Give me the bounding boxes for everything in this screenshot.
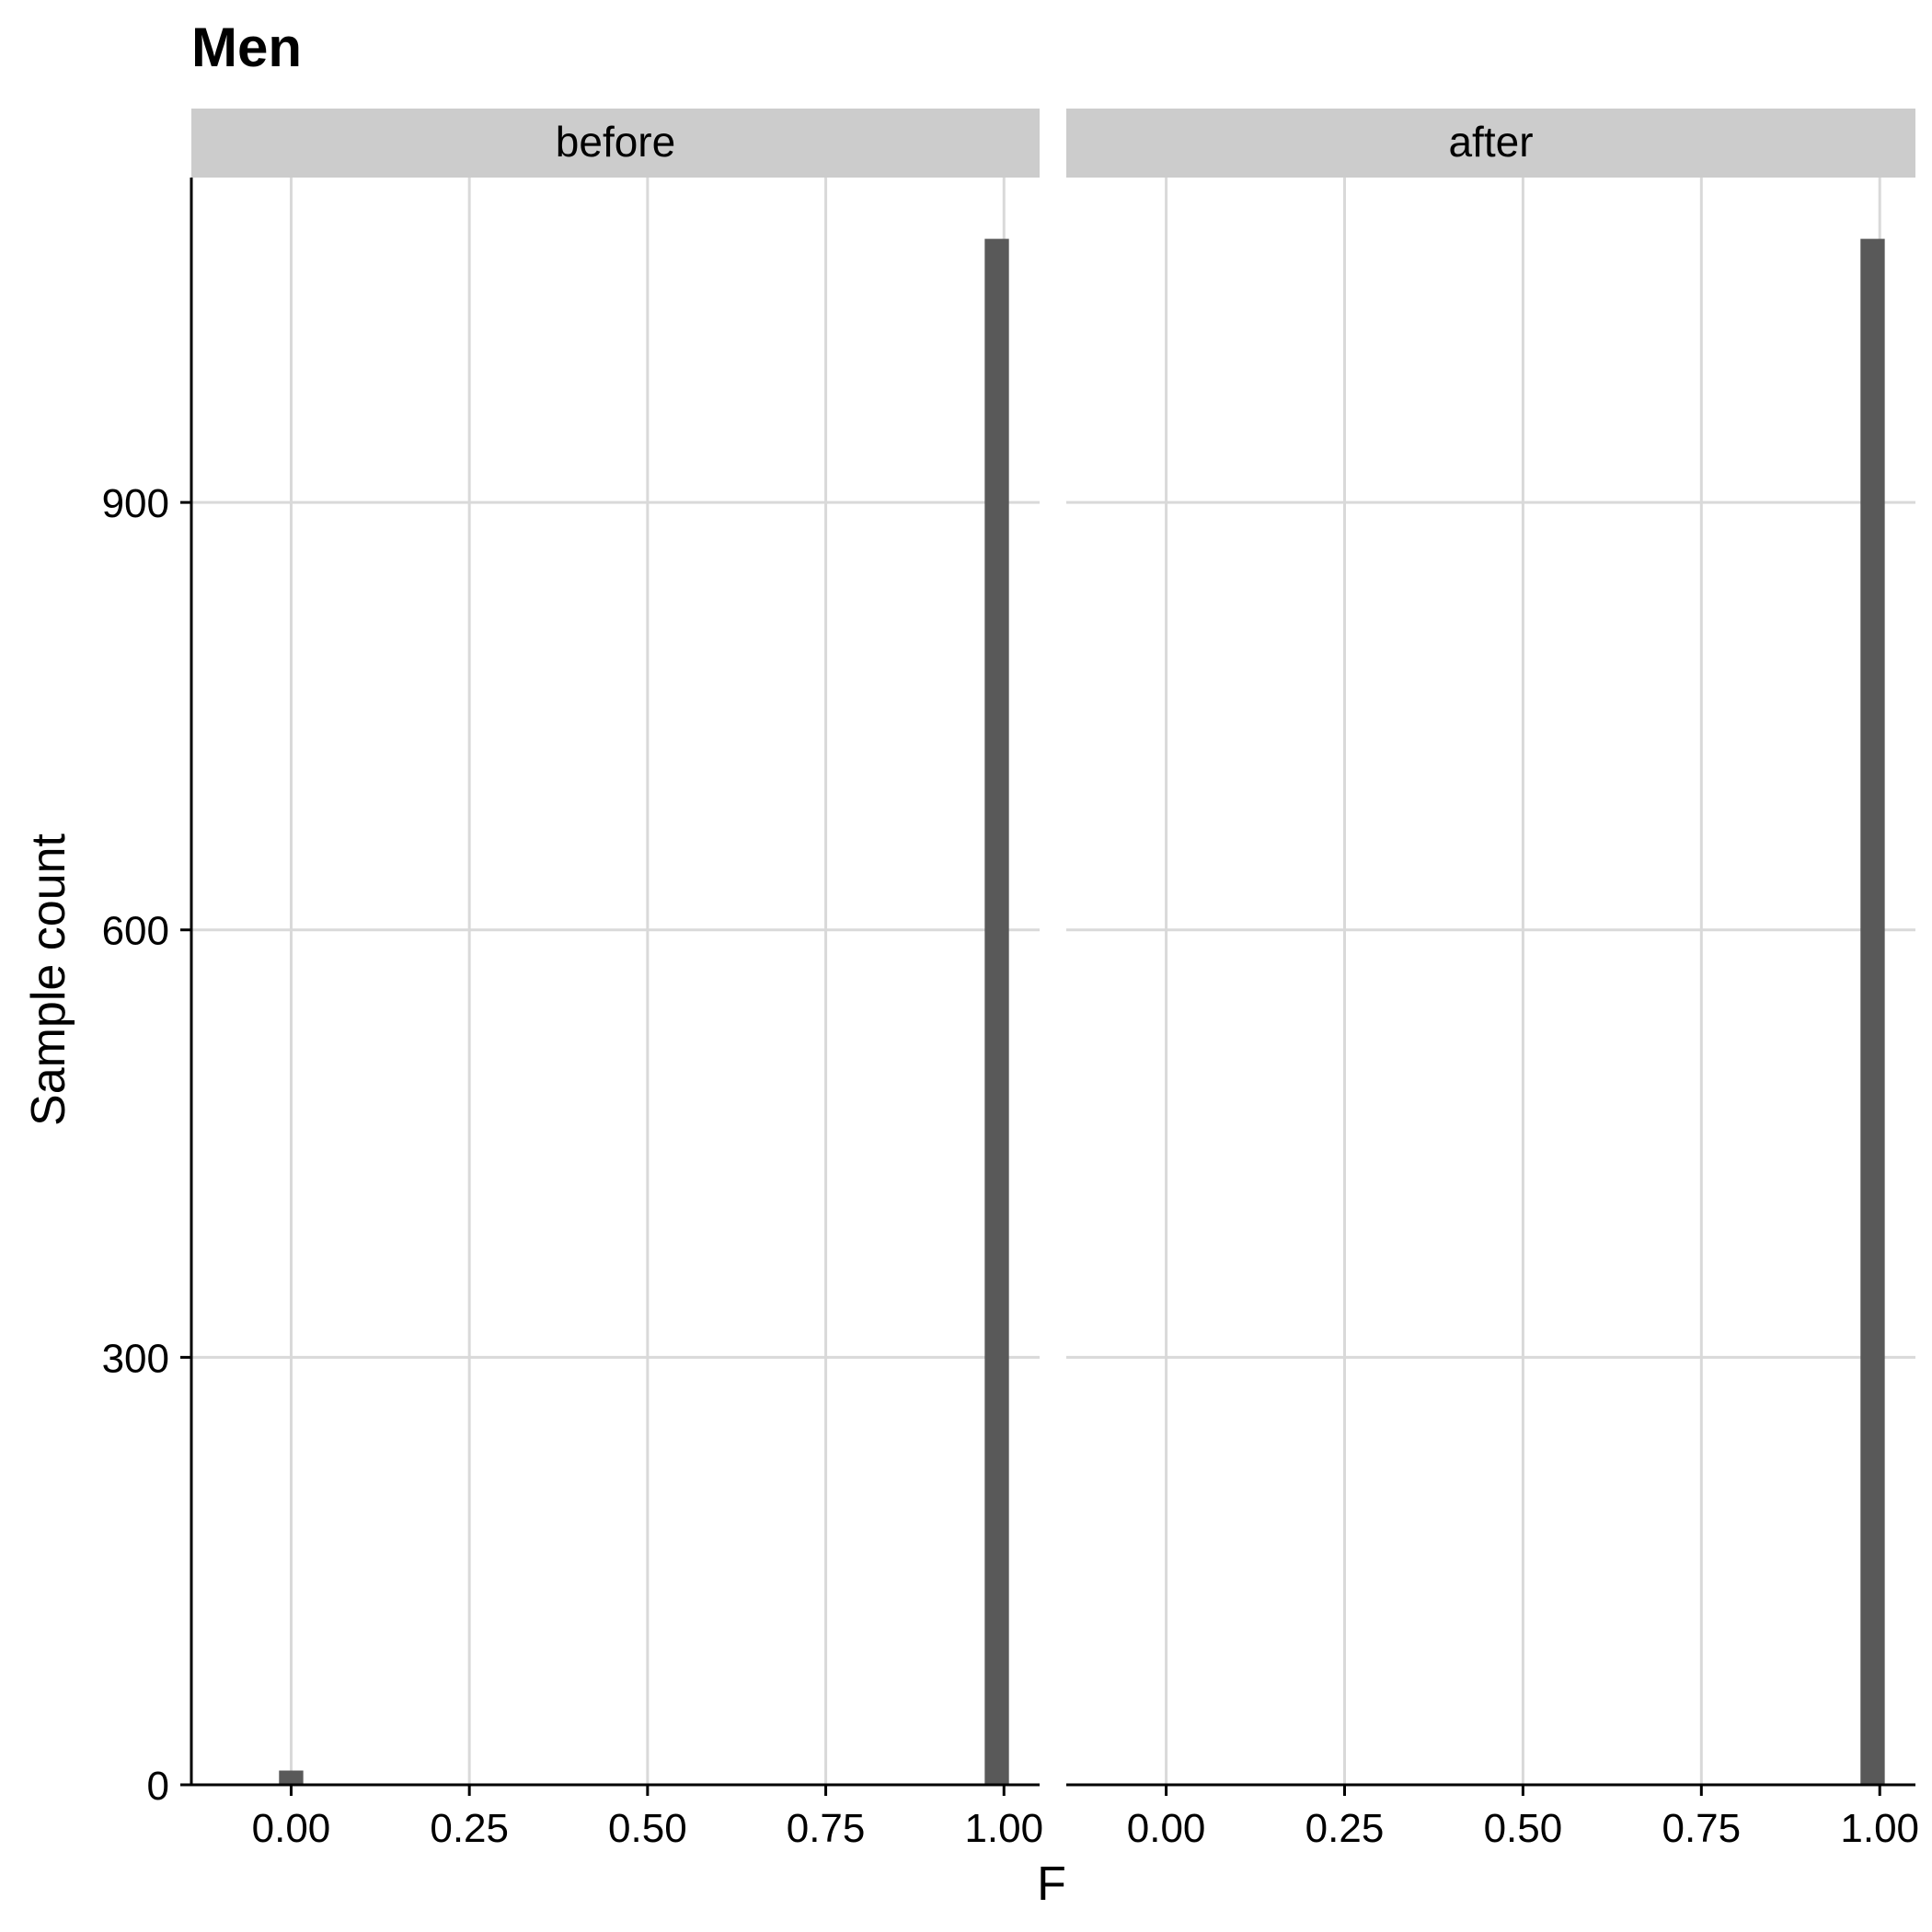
x-tick-label: 0.75 <box>1662 1806 1741 1851</box>
facet-panel-before: before 0.00 0.25 0.50 0.75 1.00 <box>191 109 1043 1851</box>
y-tick-label: 300 <box>102 1336 169 1381</box>
x-tick-label: 0.00 <box>252 1806 331 1851</box>
bar <box>279 1770 304 1785</box>
y-tick-label: 900 <box>102 481 169 526</box>
x-axis-title: F <box>1037 1857 1066 1911</box>
y-tick-label: 600 <box>102 909 169 954</box>
facet-strip <box>1066 109 1915 178</box>
x-tick-label: 0.50 <box>1484 1806 1563 1851</box>
bar <box>984 238 1009 1785</box>
x-tick-label: 0.25 <box>430 1806 509 1851</box>
facet-panel-after: after 0.00 0.25 0.50 0.75 1.00 <box>1066 109 1919 1851</box>
bar <box>1860 238 1885 1785</box>
x-tick-label: 1.00 <box>1840 1806 1919 1851</box>
y-axis-title: Sample count <box>22 833 75 1126</box>
y-tick-label: 0 <box>147 1764 169 1809</box>
x-tick-label: 0.75 <box>787 1806 866 1851</box>
facet-strip <box>191 109 1040 178</box>
x-tick-label: 1.00 <box>964 1806 1043 1851</box>
facet-strip-label: before <box>556 118 675 166</box>
x-tick-label: 0.25 <box>1305 1806 1385 1851</box>
facet-strip-label: after <box>1448 118 1533 166</box>
chart-title: Men <box>191 17 302 78</box>
x-tick-label: 0.50 <box>608 1806 687 1851</box>
y-axis: 0 300 600 900 <box>102 178 193 1809</box>
facet-panels: before 0.00 0.25 0.50 0.75 1.00 after 0.00 0.25 0… <box>191 109 1919 1851</box>
x-tick-label: 0.00 <box>1127 1806 1206 1851</box>
